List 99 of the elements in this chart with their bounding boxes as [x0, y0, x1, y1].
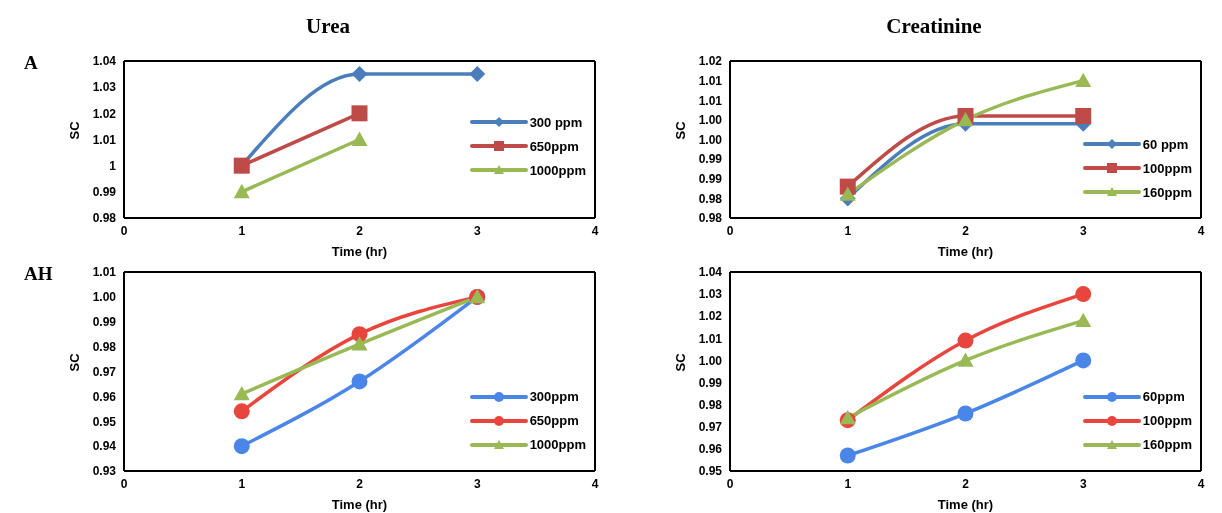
y-tick-label: 0.98: [92, 339, 117, 354]
point: [351, 335, 368, 351]
point: [1075, 285, 1092, 302]
legend-label: 60 ppm: [1142, 136, 1189, 152]
point: [1075, 72, 1092, 88]
legend-label: 1000ppm: [529, 162, 586, 178]
chart-title: Urea: [305, 14, 351, 39]
y-tick-label: 1.02: [698, 308, 723, 323]
y-axis-title: SC: [66, 120, 82, 140]
y-tick-label: 0.99: [698, 172, 723, 187]
y-tick-label: 0.98: [92, 211, 117, 226]
legend-label: 100ppm: [1142, 413, 1192, 428]
point: [839, 447, 856, 464]
x-axis-title: Time (hr): [331, 244, 388, 259]
y-tick-label: 1.04: [92, 54, 117, 69]
legend-label: 160ppm: [1142, 184, 1192, 200]
y-tick-label: 1: [109, 158, 117, 173]
y-tick-label: 0.97: [92, 364, 117, 379]
y-axis-title: SC: [66, 352, 82, 371]
x-tick-label: 3: [473, 223, 481, 238]
x-tick-label: 4: [591, 476, 599, 491]
y-tick-label: 1.01: [698, 93, 723, 108]
y-tick-label: 0.93: [92, 463, 117, 478]
y-axis-title: SC: [672, 120, 688, 140]
y-tick-label: 1.00: [698, 113, 723, 128]
y-tick-label: 1.03: [92, 80, 117, 95]
y-tick-label: 0.97: [698, 419, 723, 434]
x-tick-label: 1: [844, 223, 852, 238]
x-tick-label: 0: [120, 223, 128, 238]
point: [469, 66, 486, 83]
point: [233, 437, 250, 454]
point: [1075, 312, 1092, 327]
legend-label: 300 ppm: [529, 114, 583, 130]
x-tick-label: 0: [726, 476, 734, 491]
x-tick-label: 4: [1197, 476, 1205, 491]
x-tick-label: 2: [356, 223, 364, 238]
x-tick-label: 3: [1079, 476, 1087, 491]
x-tick-label: 1: [238, 223, 246, 238]
y-tick-label: 0.99: [92, 314, 117, 329]
y-tick-label: 0.98: [698, 211, 723, 226]
point: [957, 405, 974, 422]
legend-label: 300ppm: [529, 389, 579, 404]
y-tick-label: 1.00: [92, 289, 117, 304]
point: [957, 111, 974, 127]
y-tick-label: 1.01: [92, 132, 117, 147]
point: [233, 385, 250, 400]
point: [351, 66, 368, 83]
x-tick-label: 3: [473, 476, 481, 491]
legend-label: 160ppm: [1142, 437, 1192, 452]
point: [1075, 351, 1092, 368]
x-axis-title: Time (hr): [937, 496, 994, 512]
x-tick-label: 0: [726, 223, 734, 238]
y-tick-label: 0.98: [698, 191, 723, 206]
legend-label: 60ppm: [1142, 389, 1185, 404]
text: A: [24, 52, 38, 74]
legend-label: 100ppm: [1142, 160, 1192, 176]
y-tick-label: 1.00: [698, 353, 723, 368]
point: [351, 105, 368, 122]
x-axis-title: Time (hr): [937, 244, 994, 259]
y-tick-label: 0.99: [698, 152, 723, 167]
point: [233, 402, 250, 419]
y-tick-label: 1.01: [92, 264, 117, 279]
x-tick-label: 2: [962, 223, 970, 238]
x-tick-label: 4: [1197, 223, 1205, 238]
y-tick-label: 0.96: [698, 441, 723, 456]
text: AH: [24, 262, 53, 285]
y-tick-label: 1.02: [92, 106, 117, 121]
x-axis-title: Time (hr): [331, 496, 388, 512]
y-tick-label: 1.01: [698, 331, 723, 346]
x-tick-label: 4: [591, 223, 599, 238]
y-tick-label: 1.02: [698, 54, 723, 69]
x-tick-label: 1: [238, 476, 246, 491]
legend-label: 650ppm: [529, 138, 579, 154]
x-tick-label: 0: [120, 476, 128, 491]
legend-label: 650ppm: [529, 413, 579, 428]
point: [839, 186, 856, 201]
point: [1075, 107, 1092, 124]
y-tick-label: 1.00: [698, 132, 723, 147]
y-tick-label: 0.96: [92, 389, 117, 404]
y-tick-label: 1.01: [698, 73, 723, 88]
chart-title: Creatinine: [885, 14, 983, 39]
legend-label: 1000ppm: [529, 437, 586, 452]
point: [957, 351, 974, 367]
y-axis-title: SC: [672, 352, 688, 371]
y-tick-label: 0.99: [698, 375, 723, 390]
point: [957, 332, 974, 349]
y-tick-label: 1.03: [698, 286, 723, 301]
y-tick-label: 0.95: [92, 414, 117, 429]
x-tick-label: 3: [1079, 223, 1087, 238]
y-tick-label: 0.95: [698, 463, 723, 478]
y-tick-label: 1.04: [698, 264, 723, 279]
x-tick-label: 1: [844, 476, 852, 491]
y-tick-label: 0.98: [698, 397, 723, 412]
point: [351, 372, 368, 389]
x-tick-label: 2: [962, 476, 970, 491]
y-tick-label: 0.94: [92, 438, 117, 453]
x-tick-label: 2: [356, 476, 364, 491]
y-tick-label: 0.99: [92, 185, 117, 200]
point: [839, 409, 856, 424]
